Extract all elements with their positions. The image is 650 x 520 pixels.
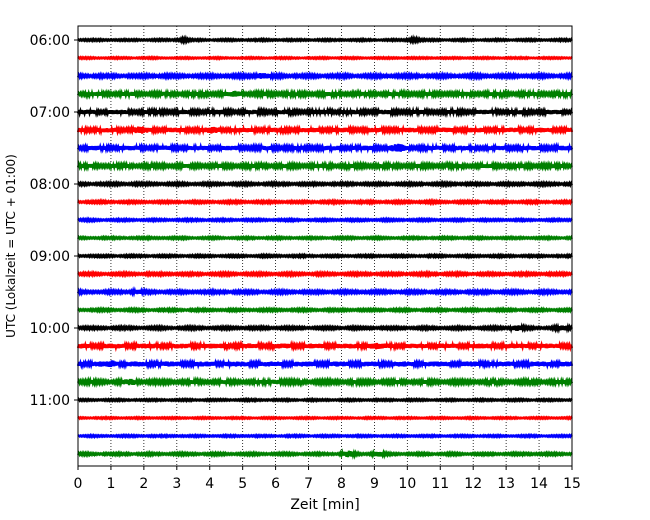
trace-0600: [77, 34, 573, 46]
trace-1045: [76, 375, 574, 389]
grid-lines: [110, 26, 540, 466]
trace-0730: [76, 141, 574, 155]
trace-1130: [77, 432, 573, 440]
x-tick-label: 15: [563, 476, 581, 492]
trace-1100: [77, 396, 573, 404]
x-tick-label: 7: [304, 476, 313, 492]
x-tick-label: 3: [172, 476, 181, 492]
x-tick-label: 11: [431, 476, 449, 492]
trace-1115: [77, 415, 573, 421]
x-tick-label: 13: [497, 476, 515, 492]
seismic-traces: [76, 34, 574, 460]
y-tick-label: 11:00: [30, 393, 70, 409]
trace-0745: [76, 159, 573, 173]
y-axis-ticks: 06:00 07:00 08:00 09:00 10:00 11:00: [30, 33, 78, 409]
x-tick-label: 6: [271, 476, 280, 492]
trace-1000: [77, 322, 573, 334]
x-tick-label: 4: [205, 476, 214, 492]
y-tick-label: 07:00: [30, 105, 70, 121]
x-tick-label: 1: [106, 476, 115, 492]
x-tick-label: 0: [74, 476, 83, 492]
x-tick-label: 9: [370, 476, 379, 492]
trace-1145: [76, 448, 573, 460]
trace-0800: [77, 179, 574, 189]
y-axis-label: UTC (Lokalzeit = UTC + 01:00): [4, 154, 18, 338]
plot-frame: [77, 25, 573, 467]
trace-1030: [76, 357, 574, 371]
x-tick-label: 12: [464, 476, 482, 492]
x-tick-label: 2: [139, 476, 148, 492]
trace-0945: [77, 305, 573, 315]
y-tick-label: 10:00: [30, 321, 70, 337]
trace-0815: [77, 197, 573, 207]
y-tick-label: 06:00: [30, 33, 70, 49]
x-tick-label: 10: [398, 476, 416, 492]
x-axis-label: Zeit [min]: [290, 497, 359, 513]
trace-0715: [76, 123, 574, 137]
x-tick-label: 8: [337, 476, 346, 492]
x-tick-label: 5: [238, 476, 247, 492]
trace-0900: [77, 252, 573, 260]
y-tick-label: 09:00: [30, 249, 70, 265]
trace-0915: [77, 269, 573, 279]
trace-0615: [77, 55, 573, 61]
trace-0845: [77, 234, 573, 242]
trace-0930: [76, 286, 573, 298]
trace-1015: [76, 339, 574, 353]
trace-0830: [77, 216, 573, 224]
trace-0700: [76, 105, 574, 119]
trace-0630: [76, 70, 574, 82]
x-tick-label: 14: [530, 476, 548, 492]
trace-0645: [76, 87, 574, 101]
x-axis-ticks: 0 1 2 3 4 5 6 7 8 9 10 11 12 13 14 15: [74, 466, 581, 492]
y-tick-label: 08:00: [30, 177, 70, 193]
